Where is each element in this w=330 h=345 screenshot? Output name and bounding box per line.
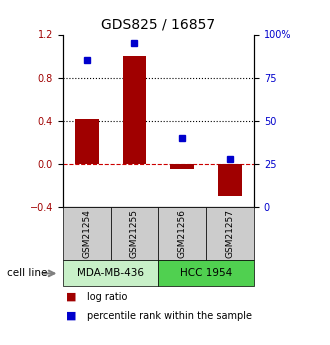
Text: cell line: cell line xyxy=(7,268,47,278)
Text: MDA-MB-436: MDA-MB-436 xyxy=(77,268,144,278)
Text: GSM21256: GSM21256 xyxy=(178,209,187,258)
Text: percentile rank within the sample: percentile rank within the sample xyxy=(87,311,252,321)
Bar xyxy=(75,119,99,164)
Text: ■: ■ xyxy=(66,292,77,302)
Text: GSM21257: GSM21257 xyxy=(226,209,235,258)
Bar xyxy=(122,56,147,164)
Bar xyxy=(218,164,242,196)
Title: GDS825 / 16857: GDS825 / 16857 xyxy=(101,18,215,32)
Text: ■: ■ xyxy=(66,311,77,321)
Text: GSM21254: GSM21254 xyxy=(82,209,91,258)
Text: GSM21255: GSM21255 xyxy=(130,209,139,258)
Bar xyxy=(170,164,194,169)
Text: log ratio: log ratio xyxy=(87,292,128,302)
Text: HCC 1954: HCC 1954 xyxy=(180,268,232,278)
